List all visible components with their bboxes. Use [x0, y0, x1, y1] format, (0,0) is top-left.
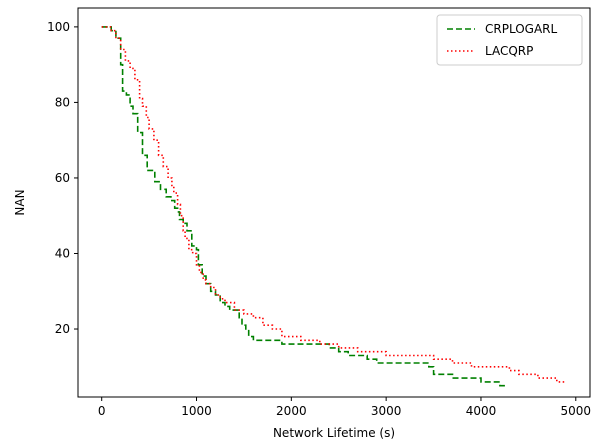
y-axis: 20 40 60 80 100	[47, 20, 78, 336]
legend-box	[436, 14, 583, 66]
x-tick-label: 0	[98, 404, 106, 418]
x-tick-label: 3000	[371, 404, 402, 418]
plot-frame	[77, 7, 591, 398]
x-tick-label: 1000	[181, 404, 212, 418]
legend-label: LACQRP	[485, 44, 533, 58]
y-tick-label: 80	[55, 95, 70, 109]
y-tick-label: 60	[55, 171, 70, 185]
y-tick-label: 100	[47, 20, 70, 34]
legend: CRPLOGARL LACQRP	[436, 14, 583, 66]
series-line-lacqrp	[101, 26, 567, 383]
x-tick-label: 2000	[276, 404, 307, 418]
y-tick-label: 20	[55, 322, 70, 336]
series-line-crplogarl	[101, 26, 508, 387]
x-axis: 0 1000 2000 3000 4000 5000	[98, 397, 591, 418]
x-axis-label: Network Lifetime (s)	[273, 426, 395, 440]
plot-lines	[101, 26, 567, 387]
y-tick-label: 40	[55, 246, 70, 260]
y-axis-label: NAN	[13, 189, 27, 215]
x-tick-label: 5000	[561, 404, 592, 418]
x-tick-label: 4000	[466, 404, 497, 418]
legend-label: CRPLOGARL	[485, 22, 558, 36]
